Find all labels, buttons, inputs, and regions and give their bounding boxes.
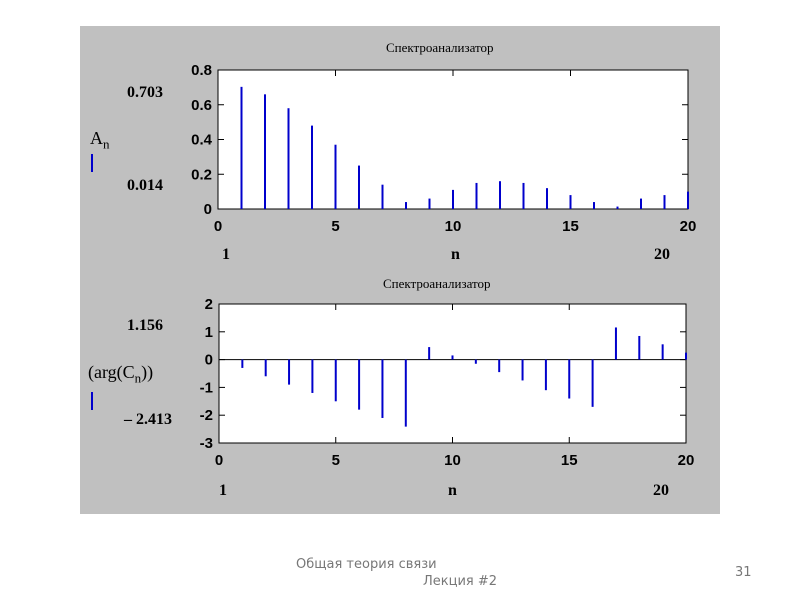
chart2-title: Спектроанализатор	[383, 276, 491, 291]
chart1-plot: 0 0.2 0.4 0.6 0.8 0 5 10 15 20	[191, 62, 697, 235]
chart1-x-end-label: 20	[654, 246, 670, 263]
chart2-y-cursor[interactable]	[91, 392, 93, 410]
chart2-ytick-label: -2	[200, 407, 213, 424]
chart1-y-cursor[interactable]	[91, 154, 93, 172]
footer-line1: Общая теория связи	[296, 557, 437, 572]
chart2-y-label-end: ))	[141, 362, 154, 382]
chart2-min-label: – 2.413	[124, 411, 172, 428]
chart2-y-label: (arg(Cn))	[88, 362, 153, 387]
chart2-x-var-label: n	[448, 482, 457, 499]
chart1-y-label: An	[90, 128, 110, 153]
chart2-xtick-label: 20	[678, 452, 695, 469]
page-number: 31	[735, 565, 752, 580]
chart2-y-label-sub: n	[134, 370, 142, 386]
chart2-ytick-label: 2	[205, 296, 213, 313]
chart1-y-label-sub: n	[103, 136, 110, 152]
chart2-x-end-label: 20	[653, 482, 669, 499]
chart1-xtick-label: 10	[445, 218, 462, 235]
chart2-ytick-label: -1	[200, 379, 213, 396]
footer-line2: Лекция #2	[423, 574, 498, 589]
chart1-xtick-label: 20	[680, 218, 697, 235]
chart2-x-start-label: 1	[219, 482, 227, 499]
chart1-ytick-label: 0.4	[191, 132, 213, 149]
chart1-xtick-label: 15	[562, 218, 579, 235]
chart2-xtick-label: 15	[561, 452, 578, 469]
chart1-ytick-label: 0.8	[191, 62, 212, 79]
chart2-ytick-label: 1	[205, 324, 213, 341]
chart1-ytick-label: 0.6	[191, 97, 212, 114]
chart2-ytick-label: 0	[205, 352, 213, 369]
chart1-ytick-label: 0	[204, 201, 212, 218]
chart2-xtick-label: 5	[332, 452, 340, 469]
chart2-max-label: 1.156	[127, 317, 163, 334]
chart2-xtick-label: 0	[215, 452, 223, 469]
chart1-ytick-label: 0.2	[191, 166, 212, 183]
chart1-y-label-main: A	[90, 128, 103, 148]
chart1-xtick-label: 5	[331, 218, 339, 235]
chart1-x-var-label: n	[451, 246, 460, 263]
chart2-y-label-main: (arg(C	[88, 362, 135, 382]
chart1-x-start-label: 1	[222, 246, 230, 263]
chart1-title: Спектроанализатор	[386, 40, 494, 55]
chart1-max-label: 0.703	[127, 84, 163, 101]
chart1-xtick-label: 0	[214, 218, 222, 235]
chart2-ytick-label: -3	[200, 435, 213, 452]
chart1-min-label: 0.014	[127, 177, 163, 194]
chart2-xtick-label: 10	[444, 452, 461, 469]
